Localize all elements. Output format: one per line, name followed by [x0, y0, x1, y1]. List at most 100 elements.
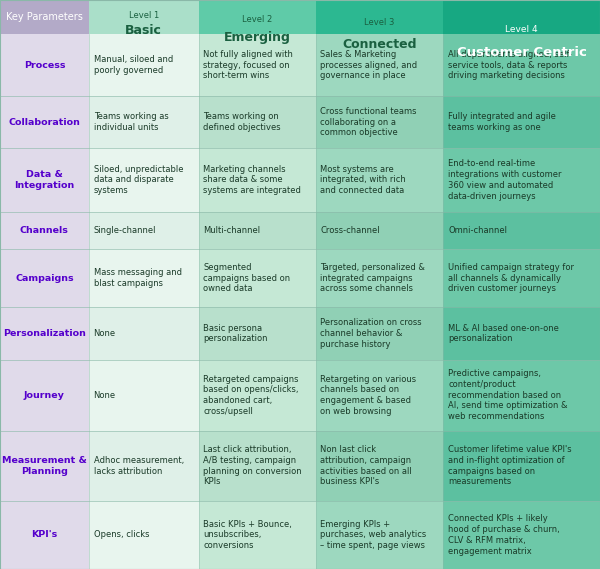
Bar [316, 360, 443, 431]
Text: Targeted, personalized &
integrated campaigns
across some channels: Targeted, personalized & integrated camp… [320, 263, 425, 293]
Text: Segmented
campaigns based on
owned data: Segmented campaigns based on owned data [203, 263, 290, 293]
Text: Journey: Journey [24, 391, 65, 399]
Bar [0, 501, 89, 569]
Text: Level 1: Level 1 [128, 11, 159, 20]
Text: Personalization on cross
channel behavior &
purchase history: Personalization on cross channel behavio… [320, 318, 422, 349]
Bar [89, 501, 199, 569]
Text: None: None [94, 329, 116, 338]
Bar [199, 34, 316, 96]
Text: Cross-channel: Cross-channel [320, 226, 380, 235]
Bar [443, 96, 600, 148]
Text: ML & AI based one-on-one
personalization: ML & AI based one-on-one personalization [448, 324, 559, 343]
Text: Data &
Integration: Data & Integration [14, 170, 74, 190]
Text: Adhoc measurement,
lacks attribution: Adhoc measurement, lacks attribution [94, 456, 184, 476]
Text: Basic persona
personalization: Basic persona personalization [203, 324, 268, 343]
Text: Teams working as
individual units: Teams working as individual units [94, 112, 169, 132]
Bar [0, 96, 89, 148]
Bar [0, 360, 89, 431]
Bar [316, 212, 443, 249]
Bar [443, 34, 600, 96]
Text: Retargeted campaigns
based on opens/clicks,
abandoned cart,
cross/upsell: Retargeted campaigns based on opens/clic… [203, 374, 299, 416]
Bar [89, 249, 199, 307]
Bar [199, 212, 316, 249]
Text: Predictive campaigns,
content/product
recommendation based on
AI, send time opti: Predictive campaigns, content/product re… [448, 369, 568, 421]
Text: Customer Centric: Customer Centric [457, 46, 587, 59]
Bar [199, 307, 316, 360]
Text: Mass messaging and
blast campaigns: Mass messaging and blast campaigns [94, 268, 182, 288]
Text: Emerging: Emerging [224, 31, 290, 44]
Text: Marketing channels
share data & some
systems are integrated: Marketing channels share data & some sys… [203, 164, 301, 195]
Text: All departments aligned, self-
service tools, data & reports
driving marketing d: All departments aligned, self- service t… [448, 50, 572, 80]
Bar [316, 96, 443, 148]
Bar [199, 96, 316, 148]
Text: None: None [94, 391, 116, 399]
Bar [316, 501, 443, 569]
Bar [89, 96, 199, 148]
Bar [0, 34, 89, 96]
Bar [443, 307, 600, 360]
Text: Siloed, unpredictable
data and disparate
systems: Siloed, unpredictable data and disparate… [94, 164, 183, 195]
Text: Fully integrated and agile
teams working as one: Fully integrated and agile teams working… [448, 112, 556, 132]
Bar [89, 148, 199, 212]
Bar [199, 501, 316, 569]
Bar [199, 0, 316, 56]
Text: Basic KPIs + Bounce,
unsubscribes,
conversions: Basic KPIs + Bounce, unsubscribes, conve… [203, 519, 292, 550]
Text: Teams working on
defined objectives: Teams working on defined objectives [203, 112, 281, 132]
Bar [443, 212, 600, 249]
Bar [199, 431, 316, 501]
Bar [316, 431, 443, 501]
Bar [316, 148, 443, 212]
Text: Manual, siloed and
poorly governed: Manual, siloed and poorly governed [94, 55, 173, 75]
Bar [199, 148, 316, 212]
Bar [199, 249, 316, 307]
Bar [443, 249, 600, 307]
Bar [316, 0, 443, 65]
Text: Opens, clicks: Opens, clicks [94, 530, 149, 539]
Text: End-to-end real-time
integrations with customer
360 view and automated
data-driv: End-to-end real-time integrations with c… [448, 159, 562, 201]
Bar [0, 148, 89, 212]
Text: Level 2: Level 2 [242, 15, 272, 24]
Text: Retargeting on various
channels based on
engagement & based
on web browsing: Retargeting on various channels based on… [320, 374, 416, 416]
Text: Basic: Basic [125, 24, 162, 36]
Text: Level 3: Level 3 [364, 18, 395, 27]
Bar [89, 431, 199, 501]
Text: Measurement &
Planning: Measurement & Planning [2, 456, 87, 476]
Text: Non last click
attribution, campaign
activities based on all
business KPI's: Non last click attribution, campaign act… [320, 445, 412, 486]
Bar [443, 148, 600, 212]
Text: Cross functional teams
collaborating on a
common objective: Cross functional teams collaborating on … [320, 107, 417, 137]
Text: Sales & Marketing
processes aligned, and
governance in place: Sales & Marketing processes aligned, and… [320, 50, 418, 80]
Bar [0, 0, 89, 34]
Text: Level 4: Level 4 [505, 24, 538, 34]
Bar [199, 360, 316, 431]
Text: Single-channel: Single-channel [94, 226, 156, 235]
Text: Personalization: Personalization [3, 329, 86, 338]
Text: Omni-channel: Omni-channel [448, 226, 507, 235]
Bar [443, 501, 600, 569]
Bar [0, 212, 89, 249]
Text: Emerging KPIs +
purchases, web analytics
– time spent, page views: Emerging KPIs + purchases, web analytics… [320, 519, 427, 550]
Bar [89, 34, 199, 96]
Bar [316, 307, 443, 360]
Text: Most systems are
integrated, with rich
and connected data: Most systems are integrated, with rich a… [320, 164, 406, 195]
Bar [89, 212, 199, 249]
Bar [0, 249, 89, 307]
Bar [316, 34, 443, 96]
Bar [443, 360, 600, 431]
Bar [0, 307, 89, 360]
Text: Not fully aligned with
strategy, focused on
short-term wins: Not fully aligned with strategy, focused… [203, 50, 293, 80]
Text: Collaboration: Collaboration [8, 118, 80, 126]
Bar [443, 431, 600, 501]
Text: Multi-channel: Multi-channel [203, 226, 260, 235]
Text: KPI's: KPI's [31, 530, 58, 539]
Bar [0, 431, 89, 501]
Bar [316, 249, 443, 307]
Text: Campaigns: Campaigns [15, 274, 74, 283]
Text: Key Parameters: Key Parameters [6, 12, 83, 22]
Bar [89, 307, 199, 360]
Bar [89, 360, 199, 431]
Text: Last click attribution,
A/B testing, campaign
planning on conversion
KPIs: Last click attribution, A/B testing, cam… [203, 445, 302, 486]
Text: Connected KPIs + likely
hood of purchase & churn,
CLV & RFM matrix,
engagement m: Connected KPIs + likely hood of purchase… [448, 514, 560, 555]
Bar [443, 0, 600, 79]
Text: Channels: Channels [20, 226, 69, 235]
Text: Customer lifetime value KPI's
and in-flight optimization of
campaigns based on
m: Customer lifetime value KPI's and in-fli… [448, 445, 572, 486]
